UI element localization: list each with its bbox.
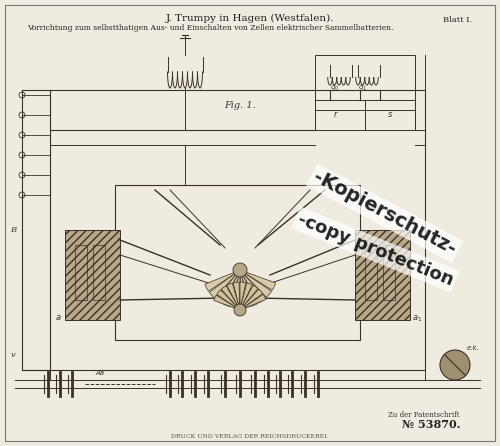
- Text: e.k.: e.k.: [467, 345, 480, 351]
- Text: $a_1$: $a_1$: [412, 313, 422, 323]
- Bar: [315, 100, 415, 130]
- Wedge shape: [222, 286, 240, 310]
- Wedge shape: [216, 270, 240, 304]
- Circle shape: [440, 350, 470, 380]
- Wedge shape: [240, 282, 246, 310]
- Text: s: s: [388, 110, 392, 119]
- Text: Blatt I.: Blatt I.: [443, 16, 472, 24]
- Text: r: r: [333, 110, 337, 119]
- Bar: [75, 245, 87, 300]
- Wedge shape: [240, 289, 262, 310]
- Text: J. Trumpy in Hagen (Westfalen).: J. Trumpy in Hagen (Westfalen).: [166, 13, 334, 23]
- Bar: [383, 245, 395, 300]
- Wedge shape: [205, 270, 240, 291]
- Wedge shape: [240, 270, 249, 308]
- Wedge shape: [217, 290, 240, 310]
- Wedge shape: [227, 283, 240, 310]
- Text: Aa: Aa: [95, 370, 104, 376]
- Bar: [355, 230, 410, 320]
- Wedge shape: [240, 285, 258, 310]
- Wedge shape: [240, 270, 266, 303]
- Text: $a$: $a$: [54, 313, 62, 322]
- Text: Zu der Patentschrift: Zu der Patentschrift: [388, 411, 460, 419]
- Bar: [93, 245, 105, 300]
- Wedge shape: [233, 282, 240, 310]
- Wedge shape: [210, 270, 240, 298]
- Wedge shape: [240, 270, 276, 290]
- Bar: [365, 245, 377, 300]
- Text: v: v: [10, 351, 16, 359]
- Text: № 53870.: № 53870.: [402, 420, 460, 430]
- Wedge shape: [232, 270, 240, 308]
- Wedge shape: [224, 270, 240, 307]
- Circle shape: [234, 304, 246, 316]
- Bar: [315, 55, 415, 110]
- Wedge shape: [240, 283, 252, 310]
- Bar: [65, 230, 120, 320]
- Text: $q_1$: $q_1$: [358, 84, 367, 93]
- Text: $q_0$: $q_0$: [330, 84, 340, 93]
- Text: -copy protection: -copy protection: [295, 210, 456, 289]
- Bar: [50, 90, 425, 370]
- Text: -Kopierschutz-: -Kopierschutz-: [310, 168, 460, 259]
- Wedge shape: [240, 294, 266, 310]
- Wedge shape: [214, 295, 240, 310]
- Wedge shape: [240, 270, 272, 297]
- Wedge shape: [240, 270, 258, 306]
- Circle shape: [233, 263, 247, 277]
- Text: Fig. 1.: Fig. 1.: [224, 100, 256, 110]
- Text: Vorrichtung zum selbstthatigen Aus- und Einschalten von Zellen elektrischer Samm: Vorrichtung zum selbstthatigen Aus- und …: [27, 24, 393, 32]
- Text: B: B: [10, 226, 16, 234]
- Bar: [115, 185, 360, 340]
- Text: DRUCK UND VERLAG DER REICHSDRUCKEREI.: DRUCK UND VERLAG DER REICHSDRUCKEREI.: [171, 434, 329, 439]
